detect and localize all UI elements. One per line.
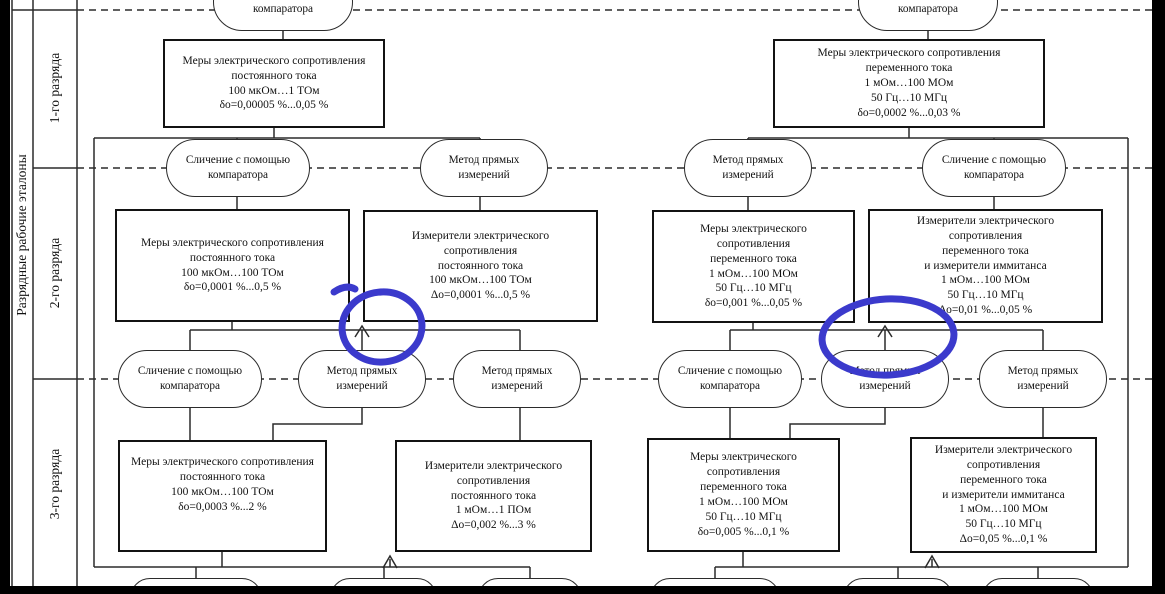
tier3-dc-measures-box: Меры электрического сопротивления постоя…	[118, 440, 327, 552]
method-oval-comparator-top-ac: Сличение с помощью компаратора	[858, 0, 998, 31]
method-oval-direct-r2-dc-1: Метод прямых измерений	[298, 350, 426, 408]
method-oval-direct-r1-ac: Метод прямых измерений	[684, 139, 812, 197]
scan-edge-right	[1152, 0, 1165, 594]
sidebar-tier2-label: 2-го разряда	[47, 237, 62, 309]
tier1-ac-measures-box: Меры электрического сопротивления переме…	[773, 39, 1045, 128]
tier2-dc-measures-box: Меры электрического сопротивления постоя…	[115, 209, 350, 322]
method-oval-direct-r2-ac-1: Метод прямых измерений	[821, 350, 949, 408]
method-oval-comparator-r2-ac: Сличение с помощью компаратора	[658, 350, 802, 408]
tier3-ac-measures-box: Меры электрического сопротивления переме…	[647, 438, 840, 552]
tier2-ac-meters-box: Измерители электрического сопротивления …	[868, 209, 1103, 323]
tier2-ac-measures-box: Меры электрического сопротивления переме…	[652, 210, 855, 323]
method-oval-direct-r1-dc: Метод прямых измерений	[420, 139, 548, 197]
method-oval-comparator-r1-ac: Сличение с помощью компаратора	[922, 139, 1066, 197]
method-oval-comparator-r2-dc: Сличение с помощью компаратора	[118, 350, 262, 408]
method-oval-direct-r2-ac-2: Метод прямых измерений	[979, 350, 1107, 408]
tier1-dc-measures-box: Меры электрического сопротивления постоя…	[163, 39, 385, 128]
method-oval-comparator-r1-dc: Сличение с помощью компаратора	[166, 139, 310, 197]
method-oval-comparator-top-dc: Сличение с помощью компаратора	[213, 0, 353, 31]
sidebar-group-label: Разрядные рабочие эталоны	[14, 154, 29, 316]
scan-edge-bottom	[0, 586, 1165, 594]
tier3-ac-meters-box: Измерители электрического сопротивления …	[910, 437, 1097, 553]
tier2-dc-meters-box: Измерители электрического сопротивления …	[363, 210, 598, 322]
tier3-dc-meters-box: Измерители электрического сопротивления …	[395, 440, 592, 552]
sidebar-tier3-label: 3-го разряда	[47, 448, 62, 520]
sidebar-tier1-label: 1-го разряда	[47, 52, 62, 124]
scan-edge-left	[0, 0, 10, 594]
method-oval-direct-r2-dc-2: Метод прямых измерений	[453, 350, 581, 408]
